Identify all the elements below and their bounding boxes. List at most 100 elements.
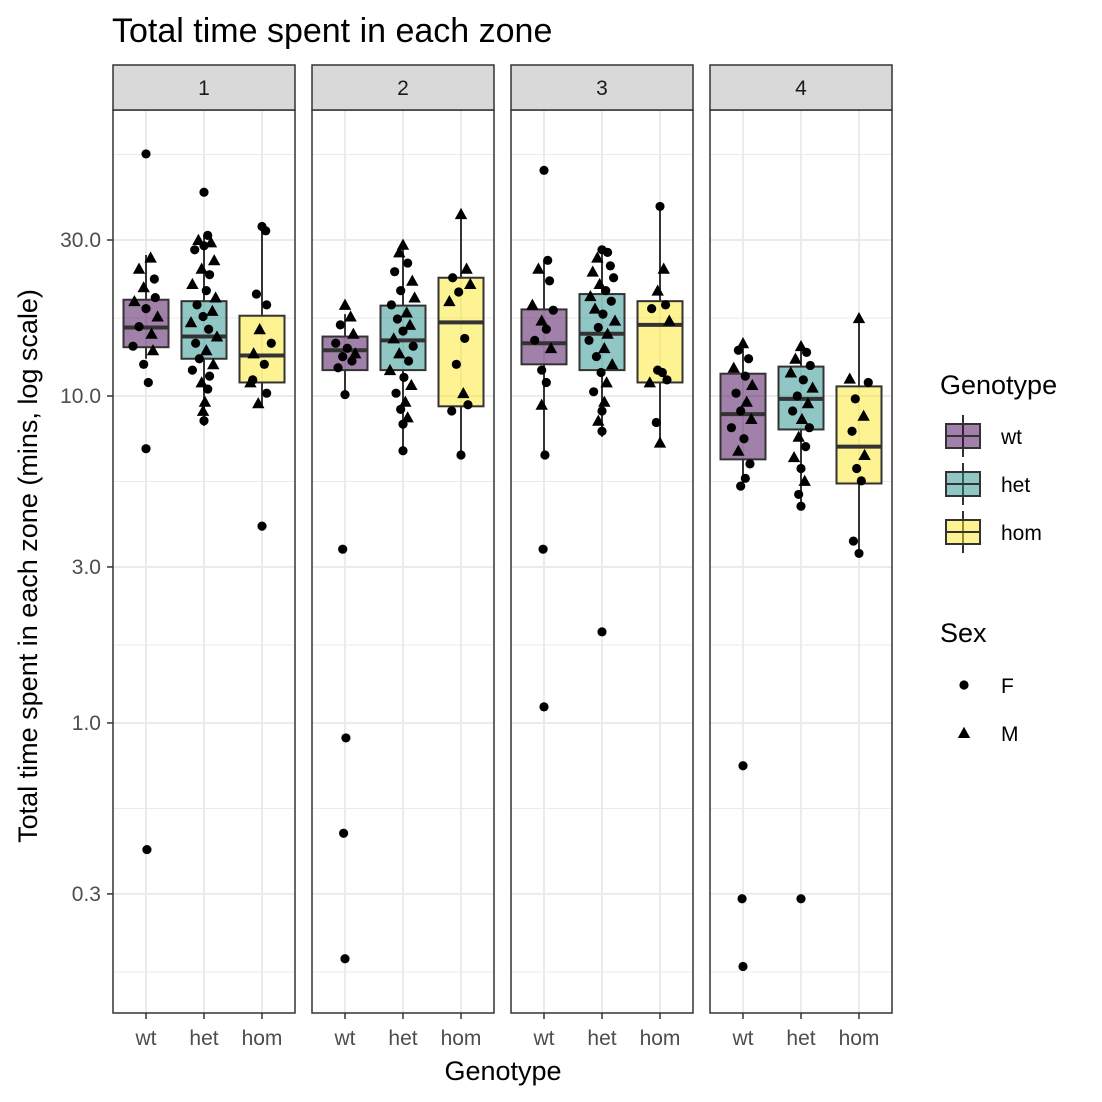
data-point-wt-f: [335, 320, 345, 330]
data-point-het-m: [186, 277, 199, 290]
data-point-het-f: [386, 300, 396, 310]
data-point-hom-m: [457, 386, 470, 399]
data-point-wt-m: [151, 310, 164, 322]
data-point-het-m: [795, 412, 809, 425]
x-axis-title: Genotype: [444, 1056, 561, 1086]
data-point-hom-f: [266, 338, 276, 348]
data-point-hom-f: [657, 367, 667, 378]
data-point-hom-f: [456, 450, 466, 460]
data-point-hom-m: [651, 284, 664, 296]
data-point-hom-f: [662, 375, 672, 385]
data-point-hom-m: [247, 347, 260, 359]
legend-key-het: [945, 463, 981, 505]
data-point-wt-m: [526, 298, 539, 310]
legend-label-het: het: [1001, 474, 1030, 497]
data-point-hom-f: [651, 417, 661, 428]
data-point-hom-f: [251, 289, 262, 299]
data-point-hom-m: [657, 262, 670, 274]
legend-key-circle: [959, 680, 969, 690]
y-tick-label: 3.0: [72, 556, 101, 579]
data-point-het-m: [399, 395, 412, 407]
data-point-het-m: [396, 238, 410, 250]
data-point-het-m: [606, 358, 619, 370]
y-tick-label: 30.0: [60, 229, 101, 252]
box-wt: [719, 372, 767, 461]
x-tick-label-hom: hom: [839, 1027, 880, 1050]
data-point-wt-f: [743, 354, 754, 364]
data-point-hom-f: [848, 536, 859, 546]
data-point-hom-m: [464, 277, 477, 290]
x-tick-label-het: het: [189, 1027, 218, 1050]
data-point-wt-f: [740, 371, 750, 381]
data-point-het-f: [605, 261, 615, 271]
data-point-wt-f: [341, 733, 351, 743]
data-point-het-f: [804, 423, 814, 433]
data-point-wt-m: [347, 327, 360, 339]
data-point-het-m: [196, 404, 210, 416]
facet-strip-label: 3: [596, 77, 608, 100]
data-point-het-f: [203, 384, 213, 394]
data-point-wt-f: [530, 335, 540, 345]
data-point-het-f: [408, 341, 418, 351]
data-point-het-m: [207, 358, 220, 370]
data-point-het-f: [194, 354, 204, 364]
data-point-hom-f: [448, 273, 458, 283]
data-point-het-m: [798, 474, 811, 486]
chart-title: Total time spent in each zone: [112, 12, 552, 50]
data-point-het-f: [199, 187, 209, 197]
data-point-het-m: [588, 302, 602, 314]
data-point-het-f: [399, 372, 409, 382]
data-point-hom-f: [660, 300, 671, 310]
data-point-het-f: [598, 309, 608, 319]
legend-title-sex: Sex: [940, 618, 987, 648]
data-point-hom-f: [451, 359, 461, 369]
data-point-hom-m: [252, 397, 265, 409]
data-point-het-f: [801, 442, 811, 452]
x-tick-label-wt: wt: [732, 1027, 754, 1050]
data-point-wt-f: [736, 406, 746, 416]
data-point-het-f: [796, 501, 806, 511]
y-tick-label: 10.0: [60, 385, 101, 408]
data-point-het-m: [801, 397, 815, 409]
data-point-het-m: [393, 347, 406, 359]
facet-panel-1: 1 wt het hom: [112, 64, 296, 1050]
data-point-wt-m: [746, 378, 759, 391]
data-point-hom-f: [852, 463, 862, 474]
data-point-het-m: [393, 246, 406, 258]
x-tick-label-wt: wt: [135, 1027, 157, 1050]
facet-strip: [112, 64, 296, 111]
data-point-het-f: [398, 446, 408, 456]
facet-panels: 1 wt het hom 2 wt het hom 3 wt het hom 4 wt het hom: [112, 64, 893, 1050]
data-point-wt-m: [344, 310, 357, 322]
data-point-het-f: [801, 347, 812, 357]
facet-panel-3: 3 wt het hom: [510, 64, 694, 1050]
data-point-wt-f: [538, 544, 548, 554]
facet-strip-label: 2: [397, 77, 409, 100]
data-point-hom-m: [858, 448, 871, 460]
data-point-het-f: [788, 406, 798, 416]
data-point-hom-f: [655, 201, 665, 212]
data-point-wt-f: [540, 450, 550, 460]
data-point-het-m: [598, 342, 611, 354]
data-point-het-m: [209, 291, 222, 303]
boxplot-wt: [719, 343, 767, 487]
data-point-het-m: [405, 378, 418, 391]
data-point-wt-f: [544, 276, 555, 286]
data-points: [526, 165, 676, 712]
data-point-het-f: [805, 360, 815, 371]
facet-panel-2: 2 wt het hom: [311, 64, 495, 1050]
data-point-wt-f: [339, 828, 349, 838]
data-point-het-m: [195, 376, 208, 388]
boxplot-hom: [238, 226, 286, 407]
data-point-hom-m: [857, 409, 870, 421]
data-point-het-f: [794, 489, 804, 500]
data-point-het-f: [602, 247, 613, 257]
data-point-wt-f: [737, 894, 747, 904]
data-point-het-m: [789, 352, 802, 364]
data-point-het-m: [591, 251, 604, 263]
data-point-het-m: [600, 376, 613, 388]
data-point-wt-f: [738, 961, 748, 972]
data-point-het-m: [387, 332, 400, 344]
data-point-hom-m: [460, 262, 473, 274]
data-point-het-m: [403, 318, 417, 330]
